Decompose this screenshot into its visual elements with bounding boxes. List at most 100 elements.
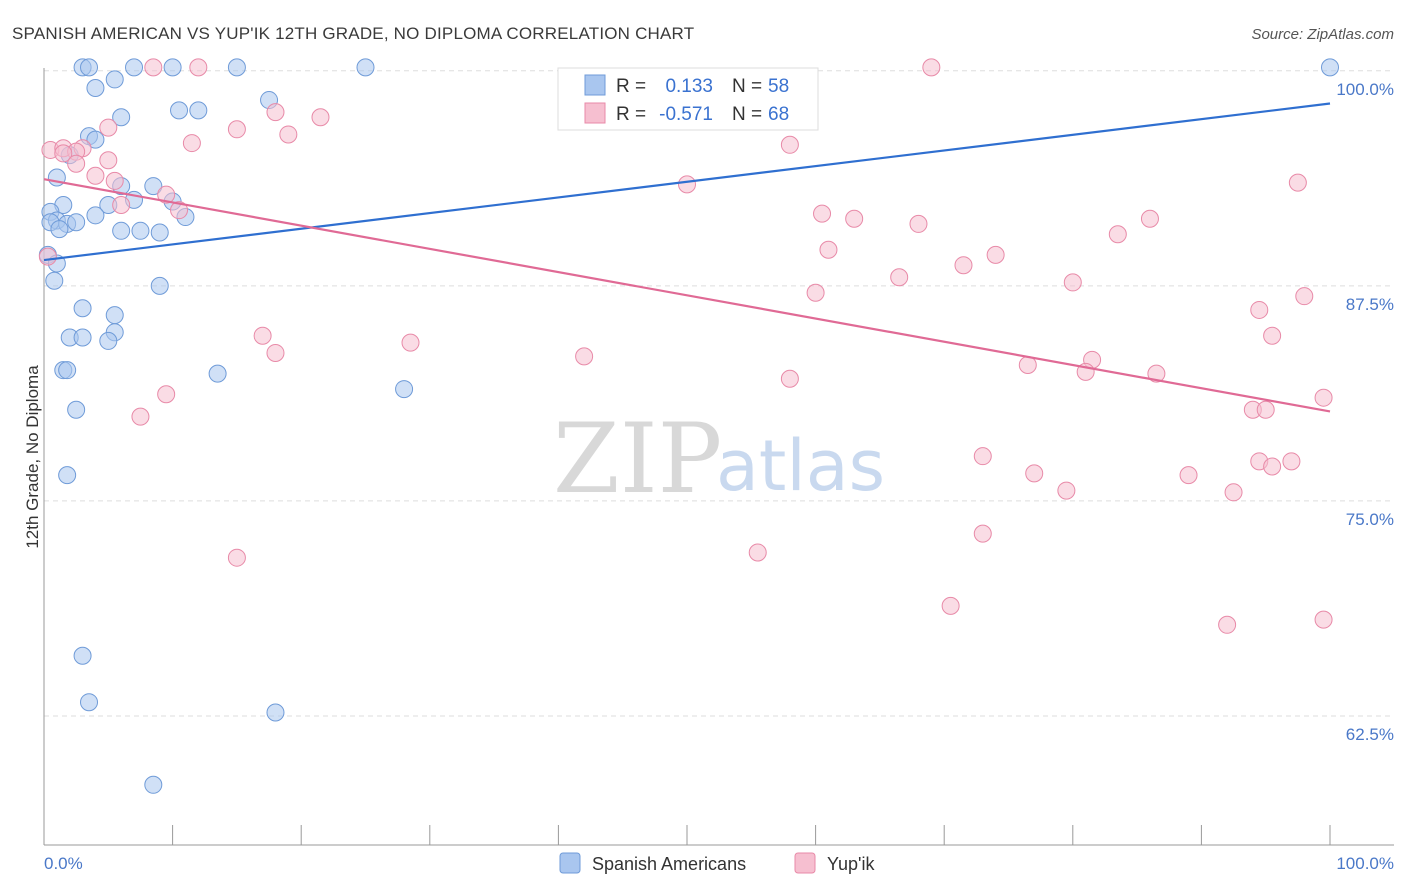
spanish-americans-point: [80, 58, 99, 77]
yupik-point: [1025, 464, 1044, 483]
spanish-americans-point: [125, 58, 144, 77]
legend-r-value-yupik: -0.571: [659, 104, 713, 125]
watermark-zip: ZIP: [553, 403, 722, 515]
legend-n-label-spanish-americans: N =: [732, 76, 762, 97]
spanish-americans-trend-line: [43, 102, 1331, 262]
yupik-point: [1179, 466, 1198, 485]
yupik-point: [1288, 173, 1307, 192]
spanish-americans-point: [73, 328, 92, 347]
legend-swatch-yupik: [584, 102, 606, 124]
legend-n-value-spanish-americans: 58: [768, 76, 789, 97]
axes: [43, 68, 1394, 846]
yupik-point: [1282, 452, 1301, 471]
yupik-point: [182, 134, 201, 153]
spanish-americans-point: [163, 58, 182, 77]
spanish-americans-point: [150, 276, 169, 295]
yupik-point: [189, 58, 208, 77]
spanish-americans-point: [395, 380, 414, 399]
yupik-point: [1256, 400, 1275, 419]
yupik-point: [1250, 300, 1269, 319]
yupik-point: [973, 447, 992, 466]
legend-r-label-spanish-americans: R =: [616, 76, 646, 97]
yupik-point: [1224, 483, 1243, 502]
legend-n-label-yupik: N =: [732, 104, 762, 125]
spanish-americans-point: [227, 58, 246, 77]
yupik-point: [1263, 457, 1282, 476]
yupik-trend-line: [43, 178, 1331, 413]
yupik-point: [112, 196, 131, 214]
yupik-point: [1218, 615, 1237, 634]
yupik-point: [227, 548, 246, 567]
yupik-point: [986, 245, 1005, 264]
yupik-point: [170, 201, 189, 220]
yupik-point: [99, 151, 118, 170]
yupik-point: [1314, 610, 1333, 629]
spanish-americans-point: [150, 223, 169, 242]
legend-n-value-yupik: 68: [768, 104, 789, 125]
yupik-point: [1295, 287, 1314, 306]
spanish-americans-point: [144, 775, 163, 794]
spanish-americans-point: [356, 58, 375, 77]
yupik-point: [266, 343, 285, 362]
correlation-legend: R = 0.133 N = 58 R = -0.571 N = 68: [557, 67, 819, 131]
yupik-point: [105, 171, 124, 190]
spanish-americans-point: [86, 79, 105, 98]
legend-r-value-spanish-americans: 0.133: [665, 76, 713, 97]
yupik-point: [1314, 388, 1333, 407]
watermark: ZIP atlas: [553, 403, 885, 515]
y-tick-label: 87.5%: [1346, 295, 1394, 314]
spanish-americans-point: [112, 108, 131, 127]
yupik-point: [99, 118, 118, 137]
legend-r-label-yupik: R =: [616, 104, 646, 125]
yupik-point: [144, 58, 163, 77]
yupik-point: [954, 256, 973, 275]
spanish-americans-point: [105, 70, 124, 89]
yupik-point: [780, 135, 799, 154]
spanish-americans-point: [131, 221, 150, 240]
spanish-americans-point: [105, 306, 124, 325]
spanish-americans-point: [73, 646, 92, 665]
grid-lines: [44, 70, 1394, 717]
yupik-point: [678, 175, 696, 194]
y-tick-label: 100.0%: [1336, 80, 1394, 99]
yupik-point: [227, 120, 246, 139]
yupik-point: [1140, 209, 1159, 228]
spanish-americans-point: [208, 364, 227, 383]
spanish-americans-point: [58, 466, 77, 485]
spanish-americans-point: [80, 693, 99, 712]
spanish-americans-point: [112, 221, 131, 240]
y-tick-label: 62.5%: [1346, 725, 1394, 744]
y-tick-labels: 100.0% 87.5% 75.0% 62.5%: [1336, 80, 1394, 744]
bottom-legend-swatch-yupik: [794, 852, 816, 874]
yupik-point: [780, 369, 799, 388]
yupik-point: [157, 185, 176, 204]
spanish-americans-point: [1321, 58, 1339, 77]
chart-source: Source: ZipAtlas.com: [1251, 26, 1394, 43]
watermark-atlas: atlas: [716, 425, 885, 507]
bottom-legend-label-yupik: Yup'ik: [827, 854, 875, 874]
yupik-point: [890, 268, 909, 287]
yupik-point: [38, 247, 57, 266]
yupik-point: [279, 125, 298, 144]
spanish-americans-point: [266, 703, 285, 722]
spanish-americans-point: [73, 299, 92, 318]
yupik-point: [973, 524, 992, 543]
yupik-point: [157, 385, 176, 404]
yupik-point: [253, 326, 272, 345]
spanish-americans-point: [86, 206, 105, 225]
spanish-americans-point: [144, 177, 163, 196]
x-tick-label-max: 100.0%: [1336, 854, 1394, 873]
y-tick-label: 75.0%: [1346, 510, 1394, 529]
spanish-americans-point: [189, 101, 208, 120]
yupik-point: [54, 144, 73, 163]
yupik-point: [922, 58, 941, 77]
spanish-americans-point: [58, 361, 77, 380]
y-axis-label: 12th Grade, No Diploma: [23, 365, 42, 549]
yupik-point: [575, 347, 594, 366]
bottom-legend-swatch-spanish-americans: [559, 852, 581, 874]
yupik-point: [806, 283, 825, 302]
spanish-americans-point: [170, 101, 189, 120]
series-legend: Spanish Americans Yup'ik: [559, 852, 875, 874]
chart-title: SPANISH AMERICAN VS YUP'IK 12TH GRADE, N…: [12, 24, 694, 43]
